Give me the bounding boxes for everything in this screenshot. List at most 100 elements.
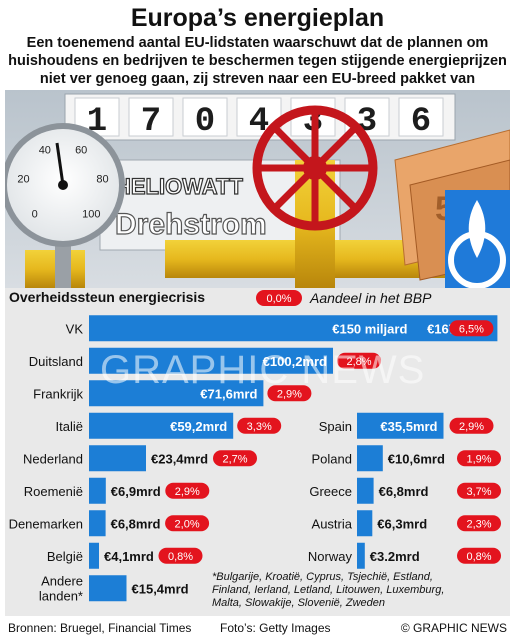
pct-badge-label: 0,8% (168, 551, 193, 563)
footer-photo-credit: Foto’s: Getty Images (220, 621, 331, 635)
counter-digit: 0 (195, 103, 215, 141)
legend-label: Aandeel in het BBP (309, 290, 432, 306)
category-label: VK (66, 321, 84, 336)
chart-title: Overheidssteun energiecrisis (9, 289, 205, 305)
pct-badge-label: 3,7% (466, 486, 491, 498)
pct-badge-label: 2,9% (175, 486, 200, 498)
bar (89, 412, 234, 439)
category-label: Nederland (23, 451, 83, 466)
category-label: Denemarken (9, 516, 83, 531)
pressure-gauge: 0 20 40 60 80 100 (5, 123, 125, 288)
data-label: €15,4mrd (132, 581, 189, 596)
bar (89, 445, 146, 472)
category-label: Norway (308, 549, 353, 564)
data-label: €6,3mrd (377, 516, 427, 531)
legend-badge-label: 0,0% (266, 293, 291, 305)
data-label: €4,1mrd (104, 549, 154, 564)
pct-badge (165, 515, 210, 532)
data-label: €59,2mrd (170, 419, 227, 434)
bar (89, 510, 106, 537)
category-label: Frankrijk (33, 386, 83, 401)
data-label: €71,6mrd (200, 386, 257, 401)
pct-badge (457, 482, 501, 499)
category-label: Spain (319, 419, 352, 434)
pct-badge (237, 417, 282, 434)
pct-badge-label: 2,8% (346, 356, 371, 368)
bar (89, 575, 127, 602)
data-label: €35,5mrd (380, 419, 437, 434)
category-label: landen* (39, 588, 83, 603)
category-label: Italië (56, 419, 83, 434)
valve-wheel (252, 105, 378, 231)
bar (357, 542, 365, 569)
counter-digit: 6 (411, 103, 431, 141)
bar (357, 412, 444, 439)
pct-badge (449, 417, 494, 434)
category-label: Austria (312, 516, 353, 531)
gauge-tick-labels: 0 20 40 60 80 100 (17, 144, 108, 220)
counter-digit: 4 (249, 103, 269, 141)
gauge-tick-label: 80 (96, 174, 108, 186)
pct-badge (457, 515, 501, 532)
counter-digit-box (128, 97, 174, 137)
meter-sign-brand: HELIOWATT (115, 174, 243, 199)
pct-badge (267, 385, 312, 402)
category-label: Greece (309, 484, 352, 499)
footer-sources: Bronnen: Bruegel, Financial Times (8, 621, 192, 635)
pct-badge-label: 2,7% (222, 453, 247, 465)
category-label: Andere (41, 573, 83, 588)
legend-badge (256, 290, 302, 306)
bar (357, 445, 383, 472)
footer-copyright: © GRAPHIC NEWS (400, 621, 507, 635)
gauge-tick-label: 60 (75, 144, 87, 156)
category-label: België (47, 549, 83, 564)
pct-badge-label: 3,3% (247, 421, 272, 433)
counter-digit-box (398, 97, 444, 137)
bar (89, 315, 498, 342)
pct-badge-label: 2,9% (459, 421, 484, 433)
page-title: Europa’s energieplan (130, 4, 385, 32)
meter-counter-digits: 1704336 (74, 97, 444, 141)
counter-digit: 7 (141, 103, 161, 141)
category-label: Roemenië (24, 484, 83, 499)
pct-badge-label: 6,5% (459, 323, 484, 335)
data-label: €6,9mrd (111, 484, 161, 499)
photo-collage: 1704336 HELIOWATT Drehstrom 50 (5, 90, 510, 288)
data-label: €6,8mrd (111, 516, 161, 531)
pct-badge (337, 352, 381, 369)
pct-badge (213, 450, 257, 467)
counter-digit-box (182, 97, 228, 137)
bar (89, 380, 264, 407)
pct-badge-label: 2,9% (277, 388, 302, 400)
pct-badge (449, 320, 494, 337)
gauge-tick-label: 0 (32, 208, 38, 220)
gauge-tick-label: 100 (82, 208, 100, 220)
bar (89, 477, 106, 504)
bar (89, 347, 333, 374)
chart-panel: Overheidssteun energiecrisis 0,0% Aandeel … (5, 288, 510, 616)
pct-badge-label: 1,9% (466, 453, 491, 465)
bar (357, 510, 373, 537)
pct-badge (457, 547, 501, 564)
bar (89, 542, 99, 569)
pct-badge-label: 2,0% (175, 518, 200, 530)
bar (357, 477, 374, 504)
data-label: €10,6mrd (388, 451, 445, 466)
annotation-label: €150 miljard (332, 321, 407, 336)
pct-badge-label: 0,8% (466, 551, 491, 563)
chart-footnote: *Bulgarije, Kroatië, Cyprus, Tsjechië, E… (212, 571, 444, 609)
data-label: €23,4mrd (151, 451, 208, 466)
pct-badge-label: 2,3% (466, 518, 491, 530)
pct-badge (457, 450, 501, 467)
bar-chart: Overheidssteun energiecrisis 0,0% Aandeel … (9, 289, 501, 609)
meter-sign-text: Drehstrom (115, 208, 267, 241)
gauge-tick-label: 40 (39, 144, 51, 156)
pct-badge (158, 547, 203, 564)
category-label: Poland (312, 451, 352, 466)
gauge-tick-label: 20 (17, 174, 29, 186)
pct-badge (165, 482, 210, 499)
data-label: €6,8mrd (379, 484, 429, 499)
category-label: Duitsland (29, 354, 83, 369)
data-label: €100,2mrd (263, 354, 327, 369)
data-label: €3.2mrd (370, 549, 420, 564)
